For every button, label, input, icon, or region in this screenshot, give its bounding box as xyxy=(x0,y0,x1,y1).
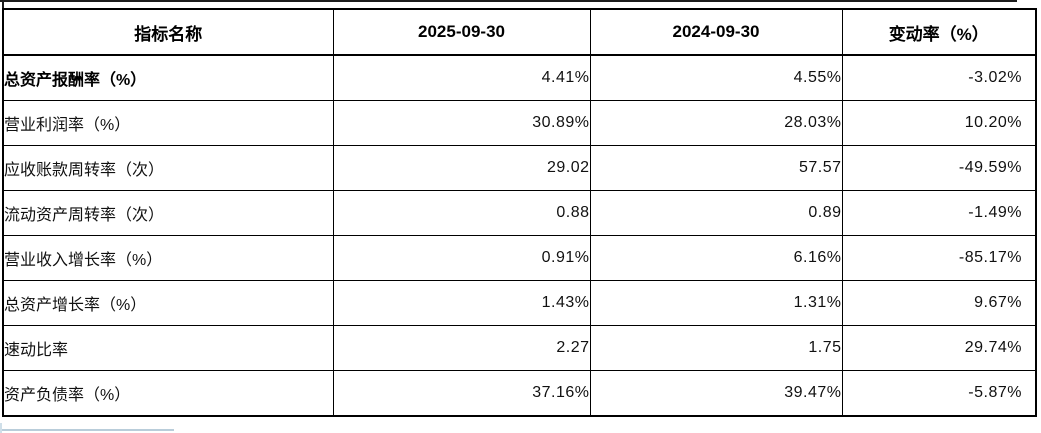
value-2024-cell: 4.55% xyxy=(589,54,843,101)
indicator-name-cell: 应收账款周转率（次） xyxy=(2,145,334,191)
cropped-element-edge-bottom xyxy=(2,429,174,431)
indicator-name-cell: 营业收入增长率（%） xyxy=(2,235,334,281)
value-2024-cell: 57.57 xyxy=(589,145,843,191)
change-rate-cell: -5.87% xyxy=(841,370,1037,417)
change-rate-cell: 9.67% xyxy=(841,280,1037,326)
value-2025-cell: 4.41% xyxy=(332,54,591,101)
indicator-name-cell: 资产负债率（%） xyxy=(2,370,334,417)
table-row: 总资产报酬率（%） 4.41% 4.55% -3.02% xyxy=(2,54,1037,101)
value-2025-cell: 1.43% xyxy=(332,280,591,326)
table-row: 营业利润率（%） 30.89% 28.03% 10.20% xyxy=(2,100,1037,146)
value-2025-cell: 0.91% xyxy=(332,235,591,281)
value-2025-cell: 37.16% xyxy=(332,370,591,417)
financial-indicators-table: 指标名称 2025-09-30 2024-09-30 变动率（%） 总资产报酬率… xyxy=(2,8,1037,417)
table-row: 资产负债率（%） 37.16% 39.47% -5.87% xyxy=(2,370,1037,417)
table-row: 总资产增长率（%） 1.43% 1.31% 9.67% xyxy=(2,280,1037,326)
table-row: 应收账款周转率（次） 29.02 57.57 -49.59% xyxy=(2,145,1037,191)
value-2024-cell: 39.47% xyxy=(589,370,843,417)
cropped-element-edge-bottom-left xyxy=(0,423,2,433)
change-rate-cell: 29.74% xyxy=(841,325,1037,371)
value-2025-cell: 29.02 xyxy=(332,145,591,191)
value-2024-cell: 0.89 xyxy=(589,190,843,236)
value-2025-cell: 0.88 xyxy=(332,190,591,236)
value-2024-cell: 1.75 xyxy=(589,325,843,371)
indicator-name-cell: 营业利润率（%） xyxy=(2,100,334,146)
column-header-2025-09-30: 2025-09-30 xyxy=(332,8,591,56)
change-rate-cell: -3.02% xyxy=(841,54,1037,101)
table-header-row: 指标名称 2025-09-30 2024-09-30 变动率（%） xyxy=(2,8,1037,56)
table-row: 流动资产周转率（次） 0.88 0.89 -1.49% xyxy=(2,190,1037,236)
indicator-name-cell: 总资产报酬率（%） xyxy=(2,54,334,101)
column-header-change-rate: 变动率（%） xyxy=(841,8,1037,56)
value-2024-cell: 28.03% xyxy=(589,100,843,146)
change-rate-cell: -49.59% xyxy=(841,145,1037,191)
value-2025-cell: 2.27 xyxy=(332,325,591,371)
cropped-table-edge-top xyxy=(0,0,1017,2)
value-2025-cell: 30.89% xyxy=(332,100,591,146)
value-2024-cell: 1.31% xyxy=(589,280,843,326)
column-header-2024-09-30: 2024-09-30 xyxy=(589,8,843,56)
change-rate-cell: -85.17% xyxy=(841,235,1037,281)
cropped-table-edge-top-left xyxy=(2,0,4,10)
change-rate-cell: 10.20% xyxy=(841,100,1037,146)
indicator-name-cell: 速动比率 xyxy=(2,325,334,371)
table-row: 营业收入增长率（%） 0.91% 6.16% -85.17% xyxy=(2,235,1037,281)
indicator-name-cell: 总资产增长率（%） xyxy=(2,280,334,326)
column-header-indicator-name: 指标名称 xyxy=(2,8,334,56)
table-row: 速动比率 2.27 1.75 29.74% xyxy=(2,325,1037,371)
change-rate-cell: -1.49% xyxy=(841,190,1037,236)
indicator-name-cell: 流动资产周转率（次） xyxy=(2,190,334,236)
value-2024-cell: 6.16% xyxy=(589,235,843,281)
